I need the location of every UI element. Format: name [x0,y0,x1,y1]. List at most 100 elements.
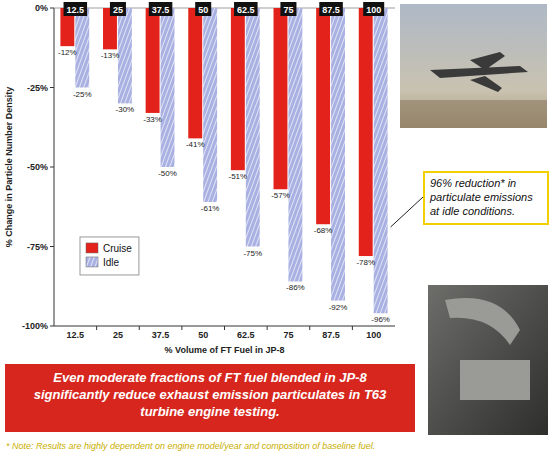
y-tick-label: -100% [22,321,48,331]
banner-text: Even moderate fractions of FT fuel blend… [34,370,387,419]
chart-root: -100% -75% -50% -25% 0% % Change in Particle … [0,0,552,455]
y-tick [50,8,54,9]
category-badge: 25 [110,2,126,16]
y-tick-label: 0% [35,3,48,13]
category-badge-bg [280,2,296,16]
x-tick [96,326,97,330]
photo-aircraft-ground [400,100,547,128]
legend: CruiseIdle [80,237,139,275]
x-tick [352,326,353,330]
text-line: significantly reduce exhaust emission pa… [34,387,387,402]
text-line: turbine engine testing. [140,404,279,419]
photo-aircraft-shape [430,52,528,92]
legend-swatch [86,243,98,253]
category-badge-label: 75 [283,5,293,15]
callout-box [424,172,548,224]
x-tick-label: 12.5 [67,330,85,340]
x-axis-title: % Volume of FT Fuel in JP-8 [165,345,285,355]
data-label: -30% [116,105,135,114]
banner [5,364,415,432]
category-badge-bg [363,2,384,16]
callout-text: 96% reduction* in particulate emissions at… [429,177,533,217]
bar [146,8,160,113]
data-label: -68% [314,226,333,235]
x-tick-label: 100 [366,330,381,340]
category-badge: 12.5 [64,2,88,16]
y-tick-label: -25% [27,83,48,93]
data-label: -86% [286,283,305,292]
category-badge: 87.5 [319,2,343,16]
x-tick-label: 37.5 [152,330,170,340]
legend-box [80,237,139,275]
category-badge: 62.5 [234,2,258,16]
bar [331,8,345,301]
data-label: -41% [186,140,205,149]
category-badge: 37.5 [149,2,173,16]
category-badge-bg [110,2,126,16]
y-tick [50,246,54,247]
category-badge-bg [64,2,88,16]
x-tick [181,326,182,330]
data-label: -92% [329,303,348,312]
bar [161,8,175,167]
data-label: -50% [158,169,177,178]
text-line: 96% reduction* in [430,177,516,189]
x-tick [309,326,310,330]
category-badge: 100 [363,2,384,16]
text-line: at idle conditions. [430,205,515,217]
category-badge-bg [234,2,258,16]
data-label: -96% [371,315,390,324]
category-badge-label: 37.5 [152,5,170,15]
data-label: -61% [201,204,220,213]
data-label: -33% [143,115,162,124]
photo-aircraft [400,4,547,128]
photo-engine-shape [445,298,530,400]
x-tick-label: 25 [113,330,123,340]
bar [274,8,288,189]
text-line: Even moderate fractions of FT fuel blend… [53,370,367,385]
category-badge-label: 50 [198,5,208,15]
bar [231,8,245,170]
y-tick [50,87,54,88]
category-badge-bg [319,2,343,16]
photo-engine [428,285,548,435]
bar [118,8,132,103]
data-label: -25% [73,90,92,99]
category-badge-bg [149,2,173,16]
category-badge-label: 87.5 [322,5,340,15]
x-tick-label: 87.5 [322,330,340,340]
x-tick [267,326,268,330]
category-badge-bg [195,2,211,16]
data-label: -57% [271,191,290,200]
bar [203,8,217,202]
data-label: -12% [58,48,77,57]
category-badge-label: 100 [366,5,381,15]
bar [359,8,373,256]
y-tick [50,326,54,327]
data-label: -75% [243,249,262,258]
category-badge: 50 [195,2,211,16]
category-badge-label: 62.5 [237,5,255,15]
text-line: particulate emissions [429,191,533,203]
bar [188,8,202,138]
y-tick-label: -75% [27,242,48,252]
bar [75,8,89,88]
category-badge: 75 [280,2,296,16]
legend-swatch [86,257,98,267]
legend-label: Cruise [103,243,132,254]
y-tick-label: -50% [27,162,48,172]
category-badge-label: 25 [113,5,123,15]
data-label: -78% [356,258,375,267]
data-label: -51% [229,172,248,181]
x-tick-label: 62.5 [237,330,255,340]
bar [374,8,388,313]
x-tick-label: 75 [283,330,293,340]
bar [288,8,302,281]
x-tick [224,326,225,330]
y-axis-title: % Change in Particle Number Density [4,87,14,248]
x-tick [139,326,140,330]
callout-leader [391,197,423,227]
bar [316,8,330,224]
footnote: * Note: Results are highly dependent on … [6,441,375,451]
data-label: -13% [101,51,120,60]
